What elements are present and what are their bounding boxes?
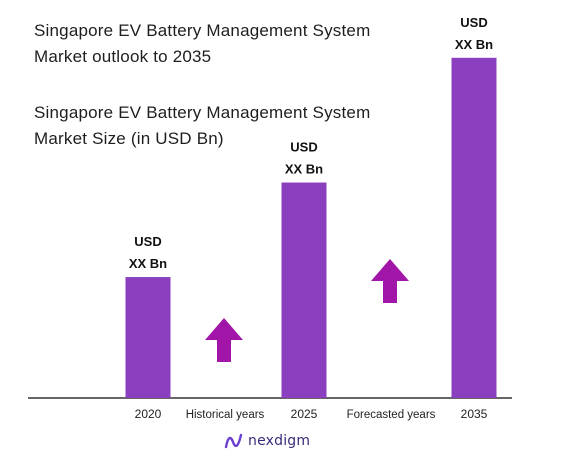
data-label-2035-line2: XX Bn (455, 37, 493, 52)
chart-title-line1: Singapore EV Battery Management System (34, 103, 371, 122)
data-label-2025-line2: XX Bn (285, 162, 323, 177)
chart-title: Singapore EV Battery Management System M… (34, 100, 554, 152)
data-label-2020-line1: USD (134, 234, 161, 249)
period-label-0: Historical years (186, 409, 265, 421)
page-title-line2: Market outlook to 2035 (34, 47, 212, 66)
page-title: Singapore EV Battery Management System M… (34, 18, 554, 70)
brand-logo: nexdigm (224, 432, 310, 450)
data-label-2020-line2: XX Bn (129, 256, 167, 271)
period-label-1: Forecasted years (347, 409, 436, 421)
bar-2035 (451, 57, 497, 399)
growth-arrow-up-icon-0 (205, 318, 243, 362)
brand-name: nexdigm (248, 433, 311, 449)
data-label-2035-line1: USD (460, 15, 487, 30)
bar-2025 (281, 182, 327, 398)
x-tick-label-2025: 2025 (291, 407, 318, 421)
x-tick-label-2020: 2020 (135, 407, 162, 421)
bar-2020 (125, 277, 171, 398)
nexdigm-logo-icon (224, 433, 243, 449)
growth-arrow-up-icon-1 (371, 259, 409, 303)
data-label-2025-line1: USD (290, 140, 317, 155)
chart-title-line2: Market Size (in USD Bn) (34, 129, 224, 148)
page-title-line1: Singapore EV Battery Management System (34, 21, 371, 40)
x-tick-label-2035: 2035 (461, 407, 488, 421)
